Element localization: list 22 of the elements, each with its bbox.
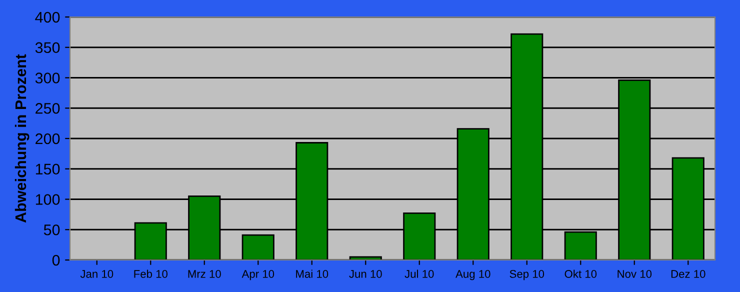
x-tick-label: Mrz 10: [188, 270, 221, 278]
x-tick-label: Aug 10: [456, 270, 490, 280]
y-tick-label: 250: [36, 102, 60, 114]
y-tick-label: 100: [36, 194, 60, 205]
y-tick-label: 50: [44, 224, 60, 236]
y-tick-label: 0: [52, 254, 60, 266]
x-tick-label: Jan 10: [80, 270, 114, 278]
x-tick-label: Okt 10: [564, 270, 597, 278]
y-tick-label: 400: [35, 12, 60, 23]
x-tick-label: Jun 10: [349, 270, 382, 278]
y-tick-label: 300: [35, 72, 60, 84]
y-tick-label: 350: [35, 42, 60, 54]
y-tick-label: 150: [36, 164, 60, 175]
x-tick-label: Apr 10: [242, 270, 274, 280]
x-tick-label: Jul 10: [404, 270, 434, 278]
x-tick-label: Feb 10: [134, 270, 168, 278]
y-axis-title: Abweichung in Prozent: [14, 54, 30, 223]
y-tick-label: 200: [36, 133, 60, 144]
x-tick-label: Nov 10: [618, 270, 652, 278]
x-tick-label: Sep 10: [510, 270, 544, 280]
x-tick-label: Mai 10: [296, 270, 328, 278]
x-tick-label: Dez 10: [671, 270, 706, 278]
